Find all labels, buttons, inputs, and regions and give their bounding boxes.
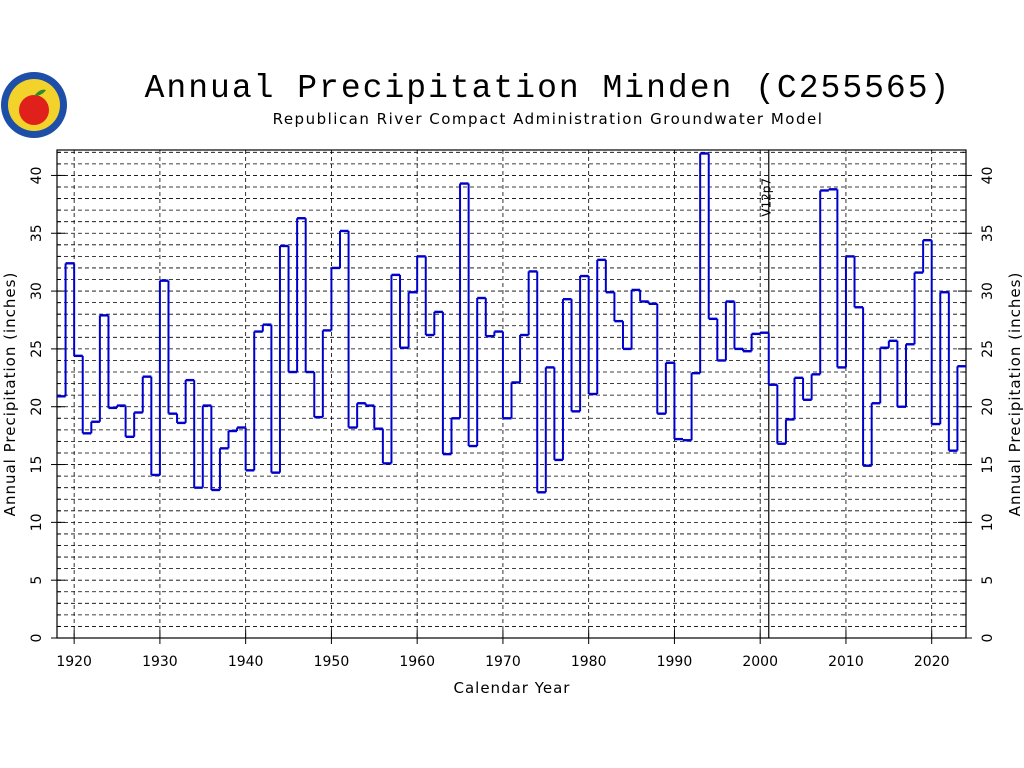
x-axis-label: Calendar Year (454, 679, 571, 697)
y-tick-label: 10 (29, 513, 45, 531)
y2-tick-label: 0 (980, 634, 996, 643)
x-tick-label: 2000 (742, 654, 778, 670)
y-tick-label: 20 (29, 398, 45, 416)
chart-subtitle: Republican River Compact Administration … (273, 110, 824, 128)
x-tick-label: 2010 (828, 654, 864, 670)
y-tick-label: 30 (29, 282, 45, 300)
x-tick-label: 1960 (399, 654, 435, 670)
y2-tick-label: 10 (980, 513, 996, 531)
y-tick-label: 35 (29, 224, 45, 242)
y-tick-label: 25 (29, 340, 45, 358)
y2-tick-label: 30 (980, 282, 996, 300)
y-tick-label: 15 (29, 456, 45, 474)
plot-frame (56, 149, 967, 639)
annotation-label: V12p7 (759, 178, 773, 217)
y2-tick-label: 25 (980, 340, 996, 358)
y-tick-label: 40 (29, 167, 45, 185)
x-tick-label: 1920 (56, 654, 92, 670)
x-tick-label: 1970 (485, 654, 521, 670)
y-tick-label: 5 (29, 576, 45, 585)
y-tick-label: 0 (29, 634, 45, 643)
chart-title: Annual Precipitation Minden (C255565) (145, 70, 952, 107)
x-tick-label: 1950 (314, 654, 350, 670)
x-tick-label: 1990 (657, 654, 693, 670)
y2-tick-label: 20 (980, 398, 996, 416)
x-tick-label: 1930 (142, 654, 178, 670)
x-tick-label: 2020 (914, 654, 950, 670)
x-tick-label: 1980 (571, 654, 607, 670)
y2-tick-label: 15 (980, 456, 996, 474)
y2-tick-label: 35 (980, 224, 996, 242)
y2-tick-label: 5 (980, 576, 996, 585)
y2-tick-label: 40 (980, 167, 996, 185)
y2-axis-label: Annual Precipitation (inches) (1006, 272, 1024, 517)
logo (1, 72, 67, 138)
y-axis-label: Annual Precipitation (inches) (1, 272, 19, 517)
x-tick-label: 1940 (228, 654, 264, 670)
